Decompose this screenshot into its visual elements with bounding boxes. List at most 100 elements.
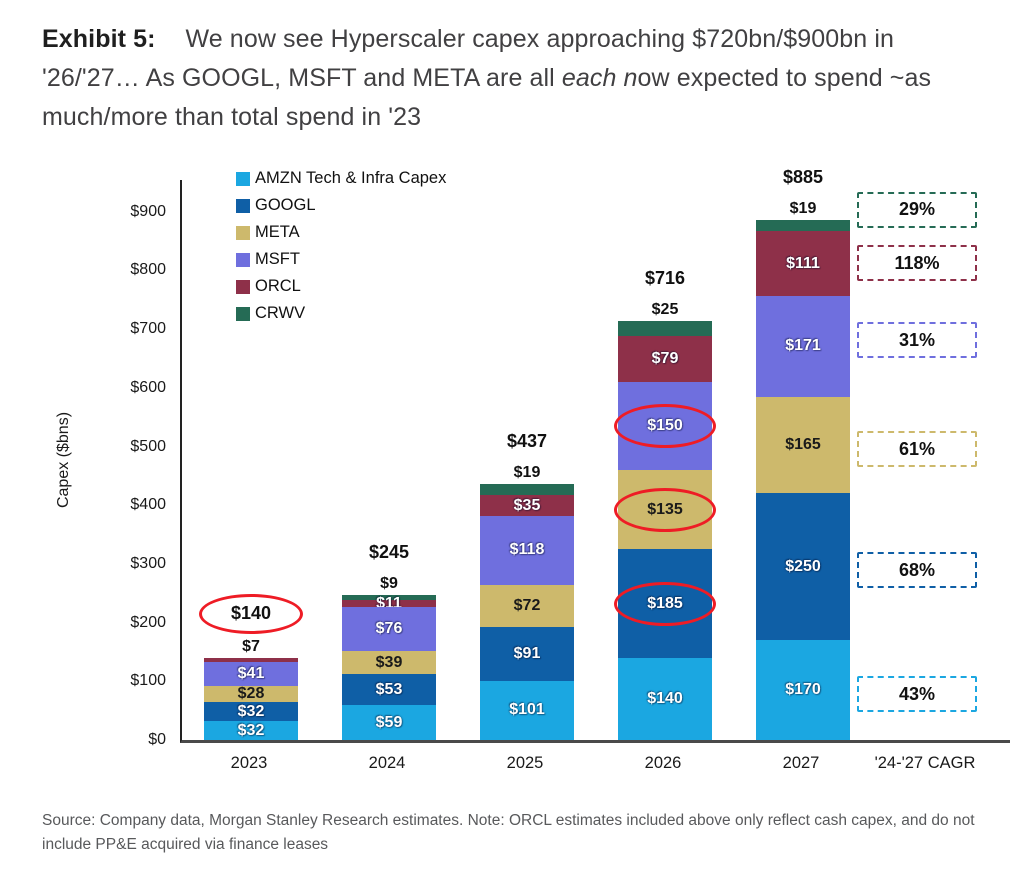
legend-swatch-icon	[236, 252, 250, 267]
segment-value-label: $171	[785, 337, 821, 355]
y-tick-label: $300	[130, 554, 166, 572]
segment-AMZN-2027: $170	[756, 640, 850, 740]
legend-swatch-icon	[236, 171, 250, 186]
total-label: $140	[230, 603, 272, 624]
segment-META-2025: $72	[480, 585, 574, 628]
x-axis-label-2026: 2026	[644, 754, 682, 772]
segment-value-label: $41	[237, 664, 265, 682]
segment-value-label: $79	[651, 349, 679, 367]
segment-AMZN-2026: $140	[618, 657, 712, 740]
legend-item-GOOGL: GOOGL	[236, 192, 446, 219]
exhibit-title-italic: each n	[561, 64, 638, 92]
y-axis-title: Capex ($bns)	[55, 411, 72, 509]
legend-label: ORCL	[255, 277, 301, 295]
segment-MSFT-2027: $171	[756, 296, 850, 397]
segment-value-label: $59	[375, 713, 403, 731]
total-label-circled: $140	[199, 593, 303, 634]
segment-value-label: $53	[375, 680, 403, 698]
segment-GOOGL-2023: $32	[204, 702, 298, 722]
y-tick-label: $900	[130, 202, 166, 220]
y-tick-label: $800	[130, 261, 166, 279]
exhibit-title-text-1: We now see Hyperscaler capex approaching…	[42, 25, 894, 92]
cagr-box-MSFT: 31%	[857, 322, 977, 359]
legend-label: MSFT	[255, 250, 300, 268]
top-segment-label: $9	[380, 575, 398, 593]
cagr-box-GOOGL: 68%	[857, 552, 977, 589]
y-tick-label: $100	[130, 672, 166, 690]
legend-item-MSFT: MSFT	[236, 246, 446, 273]
segment-value-label: $135	[647, 500, 683, 518]
segment-ORCL-2023	[204, 657, 298, 662]
segment-MSFT-2026: $150	[614, 381, 716, 470]
segment-value-label: $111	[786, 254, 820, 272]
legend-swatch-icon	[236, 198, 250, 213]
y-tick-label: $400	[130, 496, 166, 514]
top-segment-label: $7	[242, 637, 260, 655]
segment-CRWV-2027	[756, 219, 850, 232]
legend-item-AMZN: AMZN Tech & Infra Capex	[236, 165, 446, 192]
segment-CRWV-2024	[342, 595, 436, 601]
legend-label: GOOGL	[255, 196, 316, 214]
x-axis-label-2024: 2024	[368, 754, 406, 772]
segment-value-label: $150	[647, 416, 683, 434]
red-ellipse-annotation	[614, 487, 716, 532]
segment-value-label: $185	[647, 594, 683, 612]
cagr-box-META: 61%	[857, 431, 977, 468]
segment-GOOGL-2025: $91	[480, 627, 574, 681]
bar-2026: $716 $25 $79 $150 $135 $185 $140	[614, 268, 716, 740]
bar-stack: $11 $76 $39 $53 $59	[342, 595, 436, 740]
legend-item-CRWV: CRWV	[236, 300, 446, 327]
segment-value-label: $101	[509, 701, 545, 719]
cagr-box-ORCL: 118%	[857, 245, 977, 282]
red-ellipse-annotation	[614, 581, 716, 626]
segment-GOOGL-2027: $250	[756, 493, 850, 641]
segment-META-2027: $165	[756, 396, 850, 494]
x-axis-label-2027: 2027	[782, 754, 820, 772]
cagr-box-AMZN: 43%	[857, 676, 977, 713]
segment-value-label: $250	[785, 557, 821, 575]
bar-2023: $140 $7 $41 $28 $32 $32	[199, 593, 303, 740]
segment-value-label: $118	[509, 541, 545, 559]
exhibit-title: Exhibit 5: We now see Hyperscaler capex a…	[42, 20, 967, 137]
segment-value-label: $72	[513, 597, 541, 615]
segment-MSFT-2024: $76	[342, 606, 436, 652]
exhibit-number-label: Exhibit 5:	[42, 25, 156, 53]
segment-ORCL-2027: $111	[756, 231, 850, 297]
bar-2027: $885 $19 $111 $171 $165 $250 $170	[756, 167, 850, 740]
top-segment-label: $25	[651, 300, 679, 318]
legend-label: AMZN Tech & Infra Capex	[255, 169, 447, 187]
segment-AMZN-2025: $101	[480, 680, 574, 740]
legend-label: META	[255, 223, 300, 241]
source-note: Source: Company data, Morgan Stanley Res…	[42, 812, 975, 853]
segment-value-label: $32	[237, 721, 265, 739]
segment-ORCL-2026: $79	[618, 335, 712, 382]
bar-2024: $245 $9 $11 $76 $39 $53 $59	[342, 542, 436, 740]
segment-GOOGL-2026: $185	[614, 549, 716, 658]
y-tick-label: $0	[148, 731, 166, 748]
bar-stack: $35 $118 $72 $91 $101	[480, 484, 574, 740]
segment-value-label: $32	[237, 702, 265, 720]
segment-GOOGL-2024: $53	[342, 674, 436, 706]
segment-META-2024: $39	[342, 651, 436, 675]
x-axis-label-cagr: '24-'27 CAGR	[874, 754, 976, 772]
segment-value-label: $91	[513, 645, 541, 663]
segment-value-label: $170	[785, 681, 821, 699]
bar-stack: $111 $171 $165 $250 $170	[756, 219, 850, 740]
red-ellipse-annotation	[614, 403, 716, 448]
cagr-box-CRWV: 29%	[857, 191, 977, 228]
top-segment-label: $19	[513, 464, 541, 482]
x-axis-label-2025: 2025	[506, 754, 544, 772]
segment-value-label: $35	[513, 496, 541, 514]
capex-stacked-bar-chart: Capex ($bns) $0 $100 $200 $300 $400 $500 $600 $…	[42, 153, 1012, 785]
segment-MSFT-2025: $118	[480, 515, 574, 586]
segment-CRWV-2025	[480, 484, 574, 496]
legend-item-META: META	[236, 219, 446, 246]
chart-legend: AMZN Tech & Infra Capex GOOGL META MSFT ORCL…	[236, 165, 446, 327]
segment-CRWV-2026	[618, 320, 712, 336]
y-tick-label: $600	[130, 378, 166, 396]
segment-ORCL-2025: $35	[480, 495, 574, 516]
legend-item-ORCL: ORCL	[236, 273, 446, 300]
segment-value-label: $140	[647, 689, 683, 707]
legend-swatch-icon	[236, 306, 250, 321]
